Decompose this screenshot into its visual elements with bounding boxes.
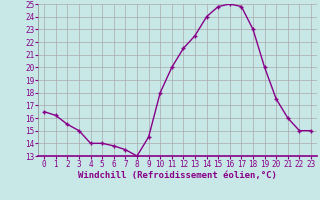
X-axis label: Windchill (Refroidissement éolien,°C): Windchill (Refroidissement éolien,°C)	[78, 171, 277, 180]
